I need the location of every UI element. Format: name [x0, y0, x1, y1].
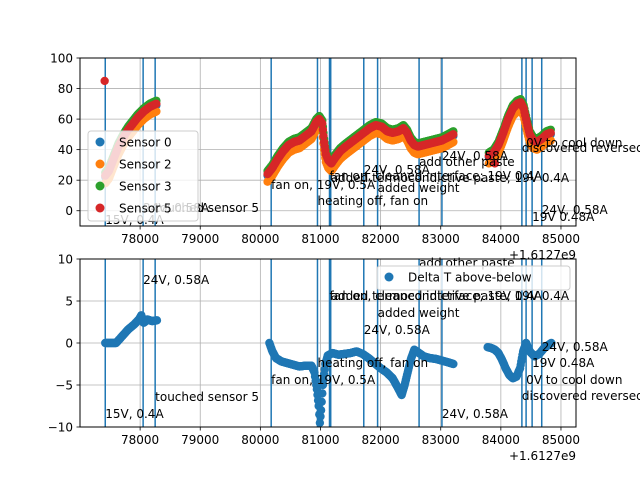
sensor-point — [449, 130, 458, 139]
annotation-label: added weight — [378, 181, 460, 195]
legend: Sensor 0 Sensor 2 Sensor 3 Sensor 5 — [87, 130, 199, 222]
annotation-label: 19V 0.48A — [532, 356, 595, 370]
x-tick-label: 84000 — [482, 232, 520, 246]
sensor-point — [152, 99, 161, 109]
axes-bottom-delta-t: 15V, 0.4A 24V, 0.58A touched sensor 5 fan o… — [48, 253, 640, 464]
axes-frame — [79, 57, 577, 227]
y-tick-label: 60 — [58, 113, 73, 127]
annotation-label: discovered reversed sensors — [522, 389, 640, 403]
x-tick-label: 83000 — [422, 232, 460, 246]
legend-label: Sensor 0 — [119, 136, 172, 150]
x-tick-label: 79000 — [181, 232, 219, 246]
annotation-label: heating off, fan on — [317, 356, 428, 370]
y-tick-label: 20 — [58, 174, 73, 188]
annotation-label: heating off, fan on — [317, 194, 428, 208]
delta-point — [317, 397, 326, 406]
delta-point — [547, 338, 556, 348]
legend-box — [87, 130, 199, 222]
annotation-label: 24V, 0.58A — [442, 149, 509, 163]
annotation-label: added weight — [378, 306, 460, 320]
legend-marker — [95, 159, 105, 169]
annotation-label: 24V, 0.58A — [542, 203, 609, 217]
y-tick-label: 0 — [65, 204, 73, 218]
plot-data — [101, 311, 556, 427]
annotation-label: 0V to cool down — [526, 373, 622, 387]
legend-marker — [95, 137, 105, 147]
y-tick-label: −5 — [55, 379, 73, 393]
annotation-label: added termocondictive paste; 19V 0.4A — [331, 289, 570, 303]
x-tick-label: 84000 — [482, 433, 520, 447]
delta-point — [152, 316, 162, 325]
sensor-point — [318, 119, 327, 128]
delta-point — [316, 406, 326, 415]
y-tick-label: 10 — [58, 253, 73, 267]
annotation-label: fan on, 19V, 0.5A — [271, 373, 376, 387]
y-tick-label: 40 — [58, 143, 73, 157]
legend-box — [376, 265, 571, 291]
legend-label: Delta T above-below — [408, 271, 532, 285]
y-tick-label: 5 — [65, 295, 73, 309]
legend-marker — [95, 203, 105, 213]
annotation-label: touched sensor 5 — [155, 390, 259, 404]
annotation-label: added termocondictive paste; 19V 0.4A — [331, 171, 570, 185]
sensor-point — [318, 125, 328, 134]
delta-point — [449, 359, 458, 369]
delta-point — [315, 418, 325, 427]
annotation-label: fan on, cleaned interface; 19V 0.4A — [330, 169, 543, 183]
y-tick-label: 100 — [50, 52, 73, 66]
sensor-point — [100, 76, 109, 86]
delta-point — [316, 412, 325, 421]
annotation-label: discovered reversed sensors — [522, 141, 640, 155]
sensor-point — [490, 159, 500, 168]
legend-label: Sensor 3 — [119, 180, 172, 194]
annotation-label: 15V, 0.4A — [105, 407, 164, 421]
x-tick-label: 80000 — [241, 433, 279, 447]
x-tick-label: 80000 — [241, 232, 279, 246]
legend: Delta T above-below — [376, 265, 571, 291]
annotation-label: 24V, 0.58A — [143, 273, 210, 287]
y-tick-label: −10 — [48, 421, 73, 435]
y-tick-label: 0 — [65, 337, 73, 351]
annotation-label: add other paste — [419, 155, 514, 169]
x-tick-label: 82000 — [362, 232, 400, 246]
legend-label: Sensor 2 — [119, 158, 172, 172]
delta-point — [318, 389, 327, 398]
annotation-label: 0V to cool down — [526, 136, 622, 150]
x-offset-label: +1.6127e9 — [509, 449, 576, 463]
x-tick-label: 81000 — [301, 433, 339, 447]
annotation-label: 24V, 0.58A — [364, 163, 431, 177]
x-tick-label: 82000 — [362, 433, 400, 447]
annotation-label: 24V, 0.58A — [364, 323, 431, 337]
annotation-label: fan on, 19V, 0.5A — [271, 178, 376, 192]
y-tick-label: 80 — [58, 82, 73, 96]
annotation-label: 24V, 0.58A — [442, 407, 509, 421]
sensor-point — [546, 136, 555, 145]
annotation-label: 19V 0.48A — [532, 210, 595, 224]
x-tick-label: 83000 — [422, 433, 460, 447]
x-tick-label: 85000 — [542, 433, 580, 447]
x-tick-label: 78000 — [121, 433, 159, 447]
annotation-label: 24V, 0.58A — [542, 340, 609, 354]
legend-marker — [95, 181, 105, 191]
x-tick-label: 81000 — [301, 232, 339, 246]
x-tick-label: 78000 — [121, 232, 159, 246]
x-tick-label: 79000 — [181, 433, 219, 447]
legend-marker — [384, 272, 394, 282]
legend-label: Sensor 5 — [119, 202, 172, 216]
sensor-point — [319, 131, 328, 141]
sensor-point — [546, 128, 555, 138]
annotation-label: fan on, cleaned interface; 19V 0.4A — [330, 289, 543, 303]
x-tick-label: 85000 — [542, 232, 580, 246]
